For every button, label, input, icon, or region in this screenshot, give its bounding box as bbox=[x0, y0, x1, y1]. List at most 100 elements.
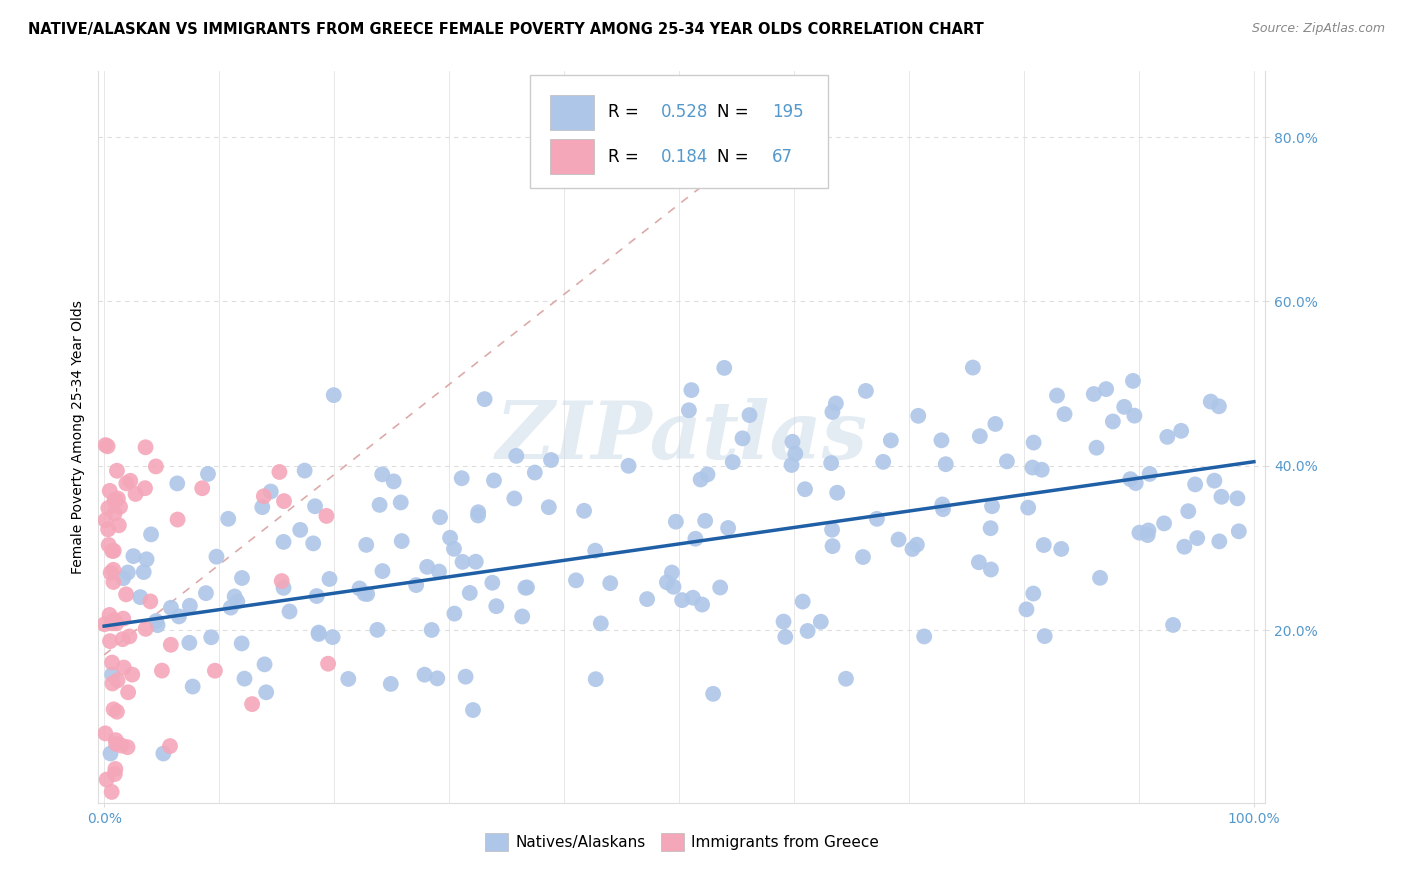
Point bbox=[273, 535, 295, 549]
Point bbox=[523, 466, 546, 480]
Point bbox=[695, 514, 717, 528]
Point bbox=[308, 627, 330, 641]
Point bbox=[866, 512, 889, 526]
Point bbox=[696, 467, 718, 482]
Point bbox=[1153, 516, 1175, 531]
Point bbox=[167, 609, 190, 624]
Point bbox=[139, 527, 162, 541]
Point bbox=[103, 574, 125, 589]
Point bbox=[270, 574, 292, 588]
Point bbox=[1095, 382, 1118, 396]
Point bbox=[110, 739, 132, 753]
Point bbox=[962, 360, 984, 375]
Point bbox=[97, 439, 120, 453]
Text: 0.528: 0.528 bbox=[661, 103, 709, 121]
Point bbox=[1102, 414, 1125, 428]
Point bbox=[1119, 472, 1142, 486]
Point bbox=[485, 599, 508, 614]
Point bbox=[443, 607, 465, 621]
Point bbox=[349, 582, 371, 596]
Point bbox=[100, 785, 122, 799]
Point bbox=[825, 396, 848, 410]
Point bbox=[117, 740, 139, 755]
Point bbox=[101, 544, 124, 558]
Point bbox=[821, 523, 844, 537]
Point bbox=[426, 672, 449, 686]
Point bbox=[1122, 374, 1144, 388]
Point bbox=[107, 673, 129, 688]
FancyBboxPatch shape bbox=[550, 95, 595, 130]
Point bbox=[152, 747, 174, 761]
Point bbox=[98, 607, 121, 622]
Point bbox=[516, 581, 538, 595]
Text: ZIPatlas: ZIPatlas bbox=[496, 399, 868, 475]
Point bbox=[599, 576, 621, 591]
Point bbox=[98, 634, 121, 648]
Point bbox=[932, 502, 955, 516]
Point bbox=[1136, 528, 1159, 542]
Point bbox=[905, 538, 928, 552]
Point bbox=[159, 739, 181, 753]
Text: NATIVE/ALASKAN VS IMMIGRANTS FROM GREECE FEMALE POVERTY AMONG 25-34 YEAR OLDS CO: NATIVE/ALASKAN VS IMMIGRANTS FROM GREECE… bbox=[28, 22, 984, 37]
Point bbox=[94, 438, 117, 452]
Point bbox=[685, 532, 707, 546]
Point bbox=[224, 590, 246, 604]
Point bbox=[416, 559, 439, 574]
Point bbox=[796, 624, 818, 638]
Point bbox=[1227, 524, 1250, 539]
Point bbox=[112, 660, 135, 674]
Point bbox=[94, 726, 117, 740]
Point bbox=[661, 566, 683, 580]
Point bbox=[112, 612, 135, 626]
Point bbox=[427, 565, 450, 579]
Point bbox=[101, 616, 124, 631]
Point bbox=[1184, 477, 1206, 491]
Point bbox=[931, 434, 953, 448]
Point bbox=[150, 664, 173, 678]
Point bbox=[481, 575, 503, 590]
Point bbox=[240, 697, 263, 711]
Point bbox=[380, 677, 402, 691]
Point bbox=[200, 630, 222, 644]
Text: 0.184: 0.184 bbox=[661, 148, 709, 166]
Point bbox=[810, 615, 832, 629]
Point bbox=[405, 578, 427, 592]
Point bbox=[467, 505, 489, 519]
Point bbox=[205, 549, 228, 564]
Point bbox=[454, 670, 477, 684]
Point bbox=[115, 476, 138, 491]
Point bbox=[382, 475, 405, 489]
Point bbox=[713, 360, 735, 375]
Point bbox=[117, 685, 139, 699]
Point bbox=[820, 456, 842, 470]
Point bbox=[146, 618, 169, 632]
Point bbox=[678, 403, 700, 417]
Point bbox=[572, 504, 595, 518]
Point bbox=[835, 672, 858, 686]
Point bbox=[967, 555, 990, 569]
Point bbox=[980, 521, 1002, 535]
Point bbox=[636, 592, 658, 607]
Point bbox=[467, 508, 489, 523]
Point bbox=[231, 571, 253, 585]
Text: 67: 67 bbox=[772, 148, 793, 166]
Point bbox=[1128, 525, 1150, 540]
Point bbox=[689, 473, 711, 487]
Point bbox=[290, 523, 312, 537]
Point bbox=[322, 630, 344, 644]
Point bbox=[429, 510, 451, 524]
Point bbox=[145, 459, 167, 474]
Point bbox=[105, 705, 128, 719]
Point bbox=[117, 566, 139, 580]
Point bbox=[121, 667, 143, 681]
Point bbox=[721, 455, 744, 469]
Point bbox=[166, 476, 188, 491]
Point bbox=[505, 449, 527, 463]
Point bbox=[104, 767, 127, 781]
Point bbox=[794, 482, 817, 496]
Point bbox=[135, 552, 157, 566]
Point bbox=[662, 580, 685, 594]
Point bbox=[515, 581, 537, 595]
Point bbox=[792, 594, 814, 608]
Point bbox=[139, 594, 162, 608]
